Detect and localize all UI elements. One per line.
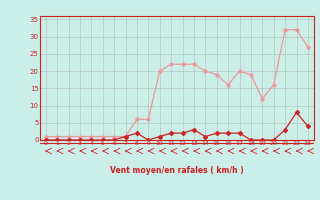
X-axis label: Vent moyen/en rafales ( km/h ): Vent moyen/en rafales ( km/h ) — [110, 166, 244, 175]
